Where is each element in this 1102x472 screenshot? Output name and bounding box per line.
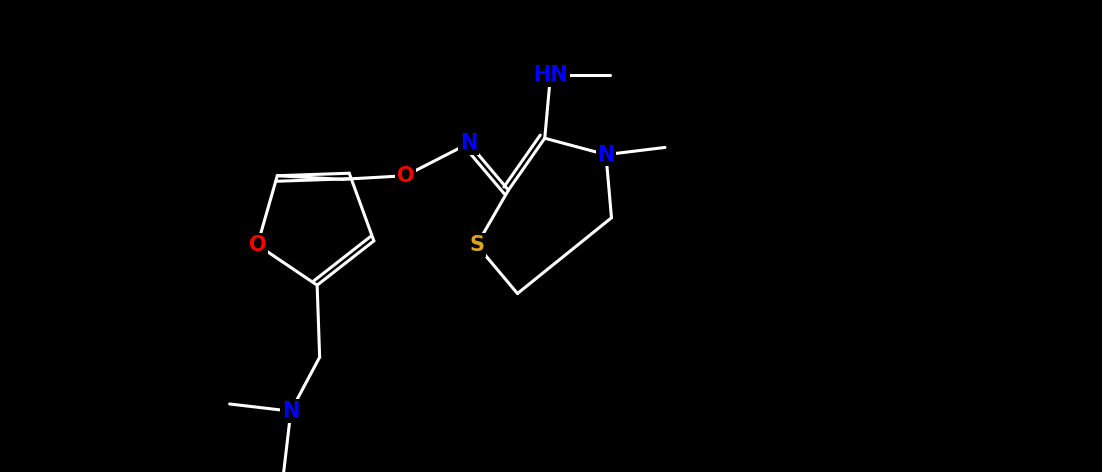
Text: S: S: [469, 235, 484, 255]
Text: O: O: [397, 166, 414, 186]
Text: N: N: [461, 133, 477, 153]
Text: HN: HN: [533, 65, 568, 85]
Text: N: N: [282, 401, 300, 421]
Text: N: N: [597, 144, 615, 165]
Text: O: O: [249, 235, 267, 255]
